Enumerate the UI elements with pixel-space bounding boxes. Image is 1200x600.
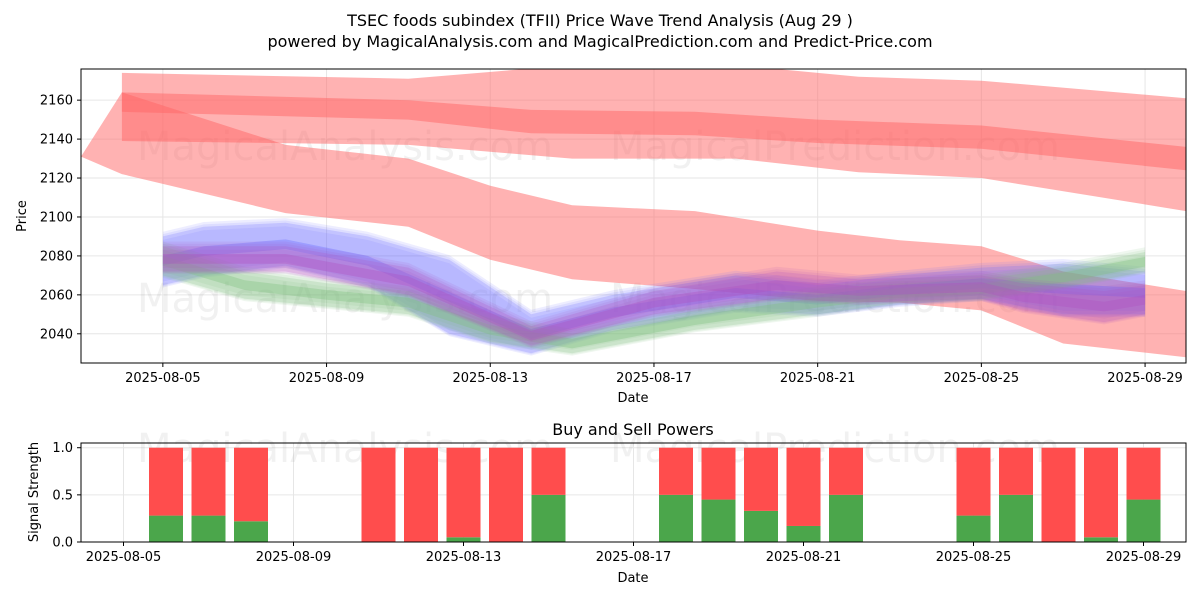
price-xtick-label: 2025-08-29 — [1107, 371, 1183, 386]
signal-xtick-label: 2025-08-17 — [596, 550, 672, 565]
sell-bar — [1084, 447, 1118, 538]
watermark-left-2: MagicalAnalysis.com — [137, 276, 553, 322]
signal-ylabel: Signal Strength — [27, 442, 42, 542]
signal-xtick-label: 2025-08-21 — [766, 550, 842, 565]
buy-bar — [149, 515, 183, 542]
price-ytick-label: 2140 — [40, 133, 73, 148]
chart-subtitle: powered by MagicalAnalysis.com and Magic… — [267, 32, 932, 51]
signal-xtick-label: 2025-08-09 — [256, 550, 332, 565]
price-xtick-label: 2025-08-13 — [452, 371, 528, 386]
band-layer — [162, 220, 1146, 356]
signal-xtick-label: 2025-08-13 — [426, 550, 502, 565]
band-layer — [162, 249, 1146, 342]
price-ylabel: Price — [15, 200, 30, 232]
buy-bar — [999, 494, 1033, 542]
price-ytick-label: 2060 — [40, 288, 73, 303]
price-plot-frame — [80, 68, 1187, 364]
band-green-wave — [162, 241, 1146, 356]
buy-bar — [659, 494, 693, 542]
band-core — [162, 239, 1146, 339]
band-core — [162, 254, 1146, 341]
buy-bar — [1126, 499, 1161, 542]
band-red-wave-long — [81, 92, 1186, 358]
price-ytick-label: 2040 — [40, 327, 73, 342]
signal-ytick-label: 0.5 — [52, 488, 73, 503]
sell-bar — [149, 447, 183, 516]
price-xtick-label: 2025-08-25 — [944, 371, 1020, 386]
buy-bar — [701, 499, 736, 542]
price-xlabel: Date — [617, 391, 648, 406]
band-layer — [162, 241, 1146, 355]
band-area — [121, 92, 1186, 171]
signal-xtick-label: 2025-08-25 — [936, 550, 1012, 565]
price-ytick-label: 2120 — [40, 172, 73, 187]
buy-bar — [234, 521, 268, 542]
signal-xtick-label: 2025-08-29 — [1106, 550, 1182, 565]
buy-bar — [446, 537, 481, 542]
buy-bar — [829, 494, 863, 542]
band-area — [162, 246, 1146, 354]
price-xtick-label: 2025-08-09 — [289, 371, 365, 386]
signal-xlabel: Date — [617, 571, 648, 586]
sell-bar — [1126, 447, 1161, 500]
band-layer — [162, 226, 1146, 350]
band-area — [81, 92, 1186, 358]
sell-bar — [361, 447, 396, 542]
buy-bar — [744, 510, 778, 542]
price-xtick-label: 2025-08-05 — [125, 371, 201, 386]
sell-bar — [446, 447, 481, 538]
band-purple-wave — [162, 241, 1146, 348]
band-layer — [162, 243, 1146, 348]
buy-bar — [786, 525, 821, 542]
band-layer — [162, 249, 1146, 350]
sell-bar — [786, 447, 821, 526]
sell-bar — [404, 447, 438, 542]
sell-bar — [531, 447, 566, 495]
signal-ticks: 2025-08-05 2025-08-09 2025-08-13 2025-08-17… — [52, 441, 1181, 565]
chart-title: TSEC foods subindex (TFII) Price Wave Tr… — [346, 11, 853, 30]
signal-bars — [149, 447, 1161, 542]
sell-bar — [999, 447, 1033, 495]
signal-title: Buy and Sell Powers — [552, 420, 714, 439]
price-xtick-label: 2025-08-21 — [780, 371, 856, 386]
band-layer — [162, 241, 1146, 347]
sell-bar — [956, 447, 991, 516]
sell-bar — [489, 447, 523, 542]
buy-bar — [956, 515, 991, 542]
price-bands — [81, 69, 1186, 358]
sell-bar — [701, 447, 736, 500]
band-area — [162, 246, 1146, 346]
sell-bar — [191, 447, 226, 516]
signal-ytick-label: 1.0 — [52, 441, 73, 456]
sell-bar — [1041, 447, 1076, 542]
price-ticks: 2025-08-05 2025-08-09 2025-08-13 2025-08-17… — [40, 94, 1183, 386]
band-core — [162, 255, 1146, 349]
sell-bar — [659, 447, 693, 495]
price-ytick-label: 2080 — [40, 249, 73, 264]
band-blue-wave — [162, 218, 1146, 356]
sell-bar — [744, 447, 778, 511]
signal-ytick-label: 0.0 — [52, 536, 73, 551]
band-layer — [162, 218, 1146, 355]
band-area — [162, 222, 1146, 354]
price-xtick-label: 2025-08-17 — [616, 371, 692, 386]
sell-bar — [234, 447, 268, 522]
band-red-wave-mid — [121, 92, 1186, 171]
buy-bar — [531, 494, 566, 542]
sell-bar — [829, 447, 863, 495]
price-ytick-label: 2100 — [40, 210, 73, 225]
price-ytick-label: 2160 — [40, 94, 73, 109]
signal-xtick-label: 2025-08-05 — [86, 550, 162, 565]
band-layer — [162, 243, 1146, 356]
buy-bar — [1084, 537, 1118, 542]
buy-bar — [191, 515, 226, 542]
